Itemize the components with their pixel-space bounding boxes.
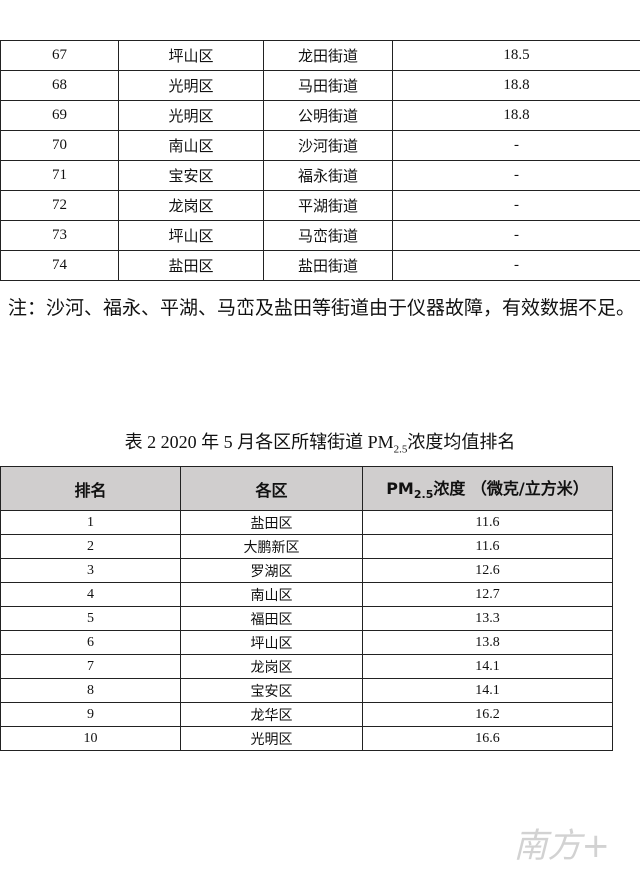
header-cell: PM2.5浓度 （微克/立方米） [362,466,613,511]
table-cell: 大鹏新区 [180,534,363,559]
table-cell: 68 [0,70,119,101]
table-cell: 73 [0,220,119,251]
table-cell: 光明区 [118,100,264,131]
table-cell: 69 [0,100,119,131]
table-cell: 13.3 [362,606,613,631]
table-cell: 10 [0,726,181,751]
table-cell: 3 [0,558,181,583]
table-row: 70 南山区 沙河街道 - [0,130,640,161]
table-row: 2 大鹏新区 11.6 [0,534,613,559]
table-row: 1 盐田区 11.6 [0,510,613,535]
table-row: 72 龙岗区 平湖街道 - [0,190,640,221]
title-text: 表 2 2020 年 5 月各区所辖街道 PM [124,432,394,452]
table-cell: 16.2 [362,702,613,727]
table-row: 8 宝安区 14.1 [0,678,613,703]
table-cell: 16.6 [362,726,613,751]
table-cell: 宝安区 [118,160,264,191]
table-cell: 18.5 [392,40,640,71]
table-cell: - [392,130,640,161]
table-cell: 盐田街道 [263,250,393,281]
table-row: 9 龙华区 16.2 [0,702,613,727]
table-cell: 光明区 [180,726,363,751]
table-cell: 坪山区 [118,40,264,71]
table-row: 3 罗湖区 12.6 [0,558,613,583]
table-cell: 18.8 [392,100,640,131]
table-cell: 马田街道 [263,70,393,101]
table-cell: 盐田区 [118,250,264,281]
table-row: 69 光明区 公明街道 18.8 [0,100,640,131]
table-cell: 2 [0,534,181,559]
table-cell: 南山区 [180,582,363,607]
table-cell: 14.1 [362,678,613,703]
table-row: 5 福田区 13.3 [0,606,613,631]
watermark: 南方+ [513,826,611,866]
table-cell: 龙田街道 [263,40,393,71]
title-sub: 2.5 [393,443,408,456]
table-row: 73 坪山区 马峦街道 - [0,220,640,251]
table-cell: 宝安区 [180,678,363,703]
table-cell: 4 [0,582,181,607]
table-cell: 6 [0,630,181,655]
table-cell: 1 [0,510,181,535]
table-cell: 12.7 [362,582,613,607]
table-cell: 马峦街道 [263,220,393,251]
table-cell: 罗湖区 [180,558,363,583]
table-cell: 14.1 [362,654,613,679]
table-row: 68 光明区 马田街道 18.8 [0,70,640,101]
table-cell: 福田区 [180,606,363,631]
table-cell: 沙河街道 [263,130,393,161]
header-row: 排名 各区 PM2.5浓度 （微克/立方米） [0,466,613,511]
table-row: 7 龙岗区 14.1 [0,654,613,679]
table-title: 表 2 2020 年 5 月各区所辖街道 PM2.5浓度均值排名 [0,428,640,456]
table-cell: 坪山区 [180,630,363,655]
table-row: 71 宝安区 福永街道 - [0,160,640,191]
table-cell: 12.6 [362,558,613,583]
table-cell: 9 [0,702,181,727]
table-cell: 5 [0,606,181,631]
table-row: 10 光明区 16.6 [0,726,613,751]
table-cell: 74 [0,250,119,281]
table-cell: - [392,190,640,221]
table-cell: - [392,250,640,281]
table-cell: 龙岗区 [180,654,363,679]
table-cell: 13.8 [362,630,613,655]
table-cell: 18.8 [392,70,640,101]
header-cell: 排名 [0,466,181,511]
header-text: PM [386,479,414,499]
header-sub: 2.5 [413,488,434,502]
note: 注：沙河、福永、平湖、马峦及盐田等街道由于仪器故障，有效数据不足。 [8,297,636,319]
table-cell: 8 [0,678,181,703]
street-table: 67 坪山区 龙田街道 18.5 68 光明区 马田街道 18.8 69 光明区 公明街道 18.8 7… [0,40,640,281]
table-cell: - [392,220,640,251]
table-cell: 7 [0,654,181,679]
table-cell: 72 [0,190,119,221]
table-row: 6 坪山区 13.8 [0,630,613,655]
table-cell: 11.6 [362,510,613,535]
table-cell: 福永街道 [263,160,393,191]
table-cell: 71 [0,160,119,191]
ranking-table: 排名 各区 PM2.5浓度 （微克/立方米） 1 盐田区 11.6 2 大鹏新区 11.6… [0,466,613,751]
table-cell: 南山区 [118,130,264,161]
header-text: 浓度 （微克/立方米） [433,479,589,499]
table-row: 74 盐田区 盐田街道 - [0,250,640,281]
table-row: 4 南山区 12.7 [0,582,613,607]
table-cell: 公明街道 [263,100,393,131]
table-cell: 盐田区 [180,510,363,535]
table-cell: 龙华区 [180,702,363,727]
header-cell: 各区 [180,466,363,511]
table-cell: 坪山区 [118,220,264,251]
table-cell: 龙岗区 [118,190,264,221]
table-cell: 光明区 [118,70,264,101]
table-cell: 平湖街道 [263,190,393,221]
title-text: 浓度均值排名 [407,432,516,452]
table-cell: 67 [0,40,119,71]
table-cell: 11.6 [362,534,613,559]
table-cell: 70 [0,130,119,161]
table-row: 67 坪山区 龙田街道 18.5 [0,40,640,71]
table-cell: - [392,160,640,191]
